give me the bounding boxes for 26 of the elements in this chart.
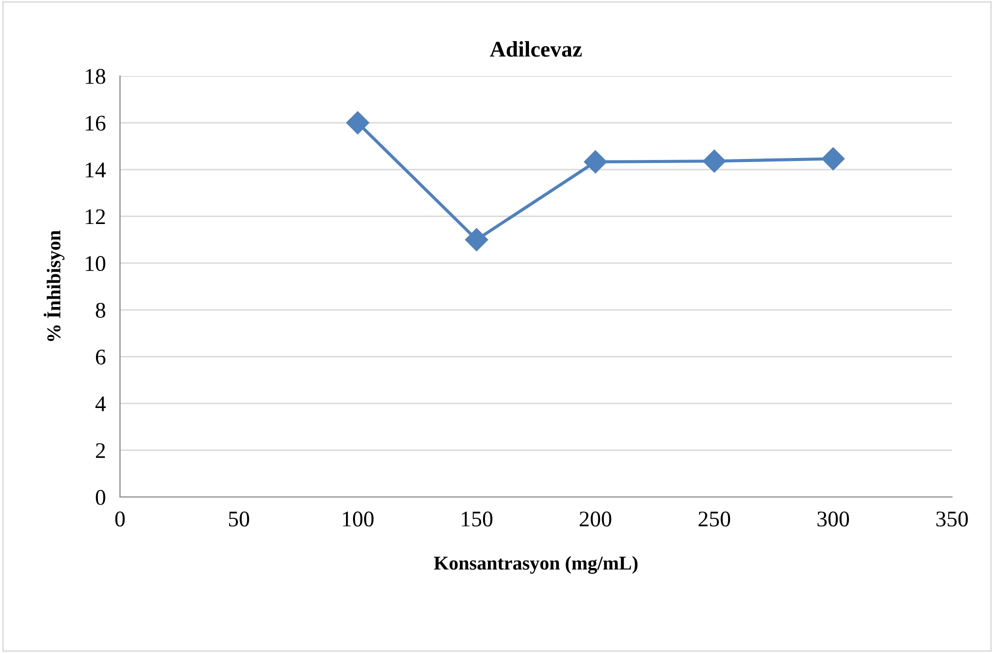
chart-title: Adilcevaz <box>490 41 582 57</box>
x-tick-label: 150 <box>462 512 492 527</box>
y-tick-label: 4 <box>95 396 106 412</box>
x-axis-title: Konsantrasyon (mg/mL) <box>434 556 638 574</box>
x-tick-label: 0 <box>115 512 125 527</box>
x-tick-label: 350 <box>936 512 968 527</box>
y-tick-label: 0 <box>96 490 106 505</box>
y-tick-label: 12 <box>86 209 105 224</box>
x-tick-label: 100 <box>343 512 374 527</box>
y-tick-label: 6 <box>96 350 106 365</box>
y-tick-label: 8 <box>96 302 106 318</box>
y-tick-label: 16 <box>86 116 106 131</box>
x-tick-label: 300 <box>818 512 849 527</box>
x-tick-label: 250 <box>698 512 730 527</box>
y-tick-label: 14 <box>86 162 106 178</box>
y-tick-label: 10 <box>86 256 106 272</box>
point <box>822 147 845 170</box>
point <box>346 111 370 134</box>
point <box>702 150 726 173</box>
y-tick-label: 18 <box>86 68 106 84</box>
x-tick-label: 200 <box>580 512 612 527</box>
y-axis-title: % İnhibisyon <box>44 230 64 341</box>
point <box>584 150 607 174</box>
y-tick-label: 2 <box>96 443 105 458</box>
point <box>465 228 488 252</box>
x-tick-label: 50 <box>229 512 250 527</box>
